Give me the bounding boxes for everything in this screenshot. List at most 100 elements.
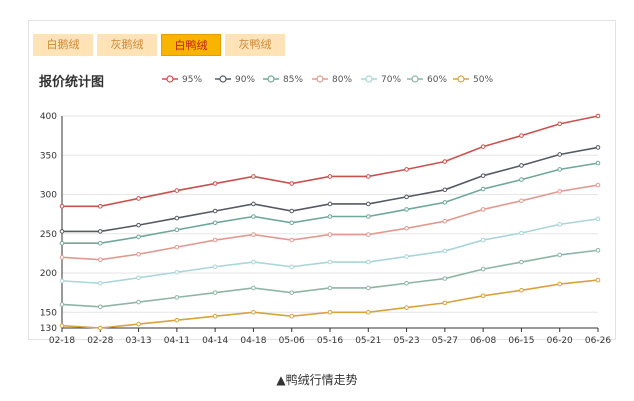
data-point (97, 203, 103, 209)
data-point (519, 259, 524, 265)
tab-grey-goose-down[interactable]: 灰鹅绒 (97, 34, 157, 56)
series-line (62, 146, 599, 233)
data-point (557, 189, 563, 194)
data-point (97, 280, 103, 286)
x-tick-label: 06-26 (585, 336, 611, 346)
data-point (404, 194, 409, 200)
data-point (59, 229, 65, 234)
data-point (365, 201, 371, 207)
data-point (136, 321, 141, 327)
data-point (251, 174, 256, 179)
x-tick-label: 06-15 (508, 336, 534, 346)
legend-label: 70% (381, 75, 401, 85)
data-point (365, 174, 371, 179)
legend-label: 60% (427, 75, 447, 85)
data-point (59, 323, 65, 328)
data-point (480, 207, 486, 212)
data-point (442, 248, 448, 254)
data-point (136, 275, 141, 281)
data-point (327, 201, 333, 207)
tab-white-duck-down[interactable]: 白鸭绒 (161, 34, 221, 56)
data-point (557, 281, 563, 287)
data-point (97, 229, 103, 234)
data-point (251, 259, 256, 265)
data-point (174, 295, 180, 300)
data-point (365, 214, 371, 219)
data-point (519, 230, 524, 236)
tab-grey-duck-down[interactable]: 灰鸭绒 (225, 34, 285, 56)
data-point (212, 208, 218, 214)
data-point (404, 207, 409, 212)
data-point (97, 304, 103, 310)
data-point (251, 309, 256, 315)
data-point (59, 203, 65, 209)
data-point (327, 174, 333, 179)
data-point (289, 237, 295, 243)
legend-label: 90% (235, 75, 255, 85)
data-point (327, 259, 333, 265)
data-point (289, 313, 295, 319)
data-point (442, 159, 448, 164)
legend-swatch-marker (411, 75, 419, 83)
data-point (404, 280, 409, 286)
data-point (365, 309, 371, 315)
data-point (595, 145, 601, 150)
data-point (97, 240, 103, 246)
data-point (595, 277, 601, 283)
x-tick-label: 04-11 (164, 336, 190, 346)
data-point (289, 264, 295, 270)
x-tick-label: 04-18 (240, 336, 266, 346)
data-point (327, 214, 333, 219)
data-point (212, 313, 218, 319)
data-point (519, 133, 524, 138)
x-tick-label: 04-14 (202, 336, 228, 346)
series-line (61, 249, 599, 308)
data-point (136, 299, 141, 305)
data-point (174, 215, 180, 221)
data-point (404, 305, 409, 310)
data-point (480, 173, 486, 178)
data-point (174, 269, 180, 275)
data-point (327, 309, 333, 315)
data-point (519, 198, 524, 204)
data-point (251, 285, 256, 291)
data-point (404, 167, 409, 172)
data-point (212, 264, 218, 270)
data-point (595, 182, 601, 188)
data-point (557, 121, 563, 127)
legend-label: 80% (332, 75, 352, 85)
data-point (480, 144, 486, 149)
data-point (404, 225, 409, 231)
tab-white-goose-down[interactable]: 白鹅绒 (33, 34, 93, 56)
data-point (251, 232, 256, 237)
legend-label: 85% (283, 75, 303, 85)
data-point (289, 181, 295, 186)
legend-swatch-marker (316, 75, 324, 83)
data-point (442, 300, 448, 306)
y-tick-label: 200 (40, 269, 57, 279)
x-tick-label: 02-28 (87, 336, 113, 346)
legend-swatch-marker (365, 75, 373, 83)
data-point (59, 240, 65, 246)
data-point (519, 163, 524, 168)
data-point (174, 188, 180, 193)
series-line (62, 115, 599, 208)
data-point (59, 278, 65, 284)
chart-title: 报价统计图 (39, 75, 105, 90)
x-tick-label: 05-23 (393, 336, 419, 346)
x-tick-label: 05-16 (317, 336, 343, 346)
data-point (251, 214, 256, 219)
y-tick-label: 350 (40, 151, 57, 161)
data-point (480, 186, 486, 192)
data-point (595, 113, 601, 119)
data-point (442, 187, 448, 193)
data-point (212, 181, 218, 186)
data-point (174, 227, 180, 233)
data-point (557, 167, 563, 172)
data-point (404, 254, 409, 259)
data-point (557, 152, 563, 157)
y-tick-label: 400 (40, 112, 57, 122)
data-point (97, 257, 103, 262)
data-point (136, 196, 141, 201)
